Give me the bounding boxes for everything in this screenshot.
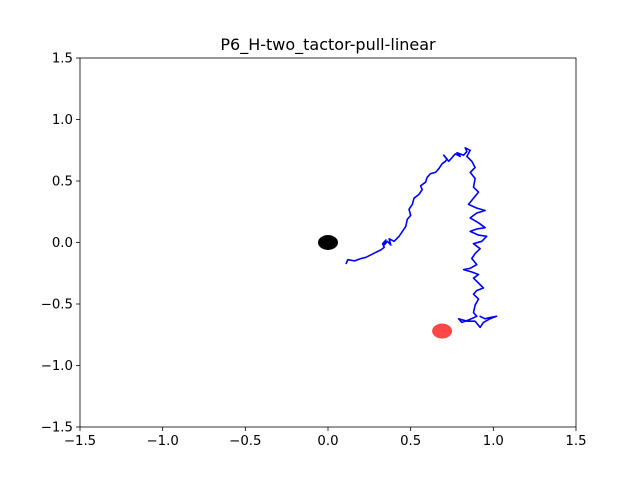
y-tick-label: 0.0 [52,236,73,251]
x-tick-label: 1.5 [565,434,586,449]
x-tick-label: 0.0 [317,434,338,449]
x-tick-label: −1.5 [64,434,96,449]
y-tick-label: −0.5 [41,298,73,313]
x-tick-label: 1.0 [483,434,504,449]
target-marker [432,323,453,339]
y-tick-label: 0.5 [52,175,73,190]
plot-area [318,147,498,339]
y-tick-label: 1.0 [52,113,73,128]
axes: −1.5 −1.0 −0.5 0.0 0.5 1.0 1.5 −1.5 −1.0 −0.5 0.0 0… [41,52,587,450]
chart-title: P6_H-two_tactor-pull-linear [220,35,436,55]
x-tick-label: −0.5 [229,434,261,449]
y-tick-label: 1.5 [52,52,73,67]
x-tick-label: −1.0 [147,434,179,449]
x-tick-label: 0.5 [400,434,421,449]
y-tick-label: −1.5 [41,421,73,436]
start-marker [318,235,338,250]
y-tick-label: −1.0 [41,359,73,374]
series-line-0 [345,147,498,329]
